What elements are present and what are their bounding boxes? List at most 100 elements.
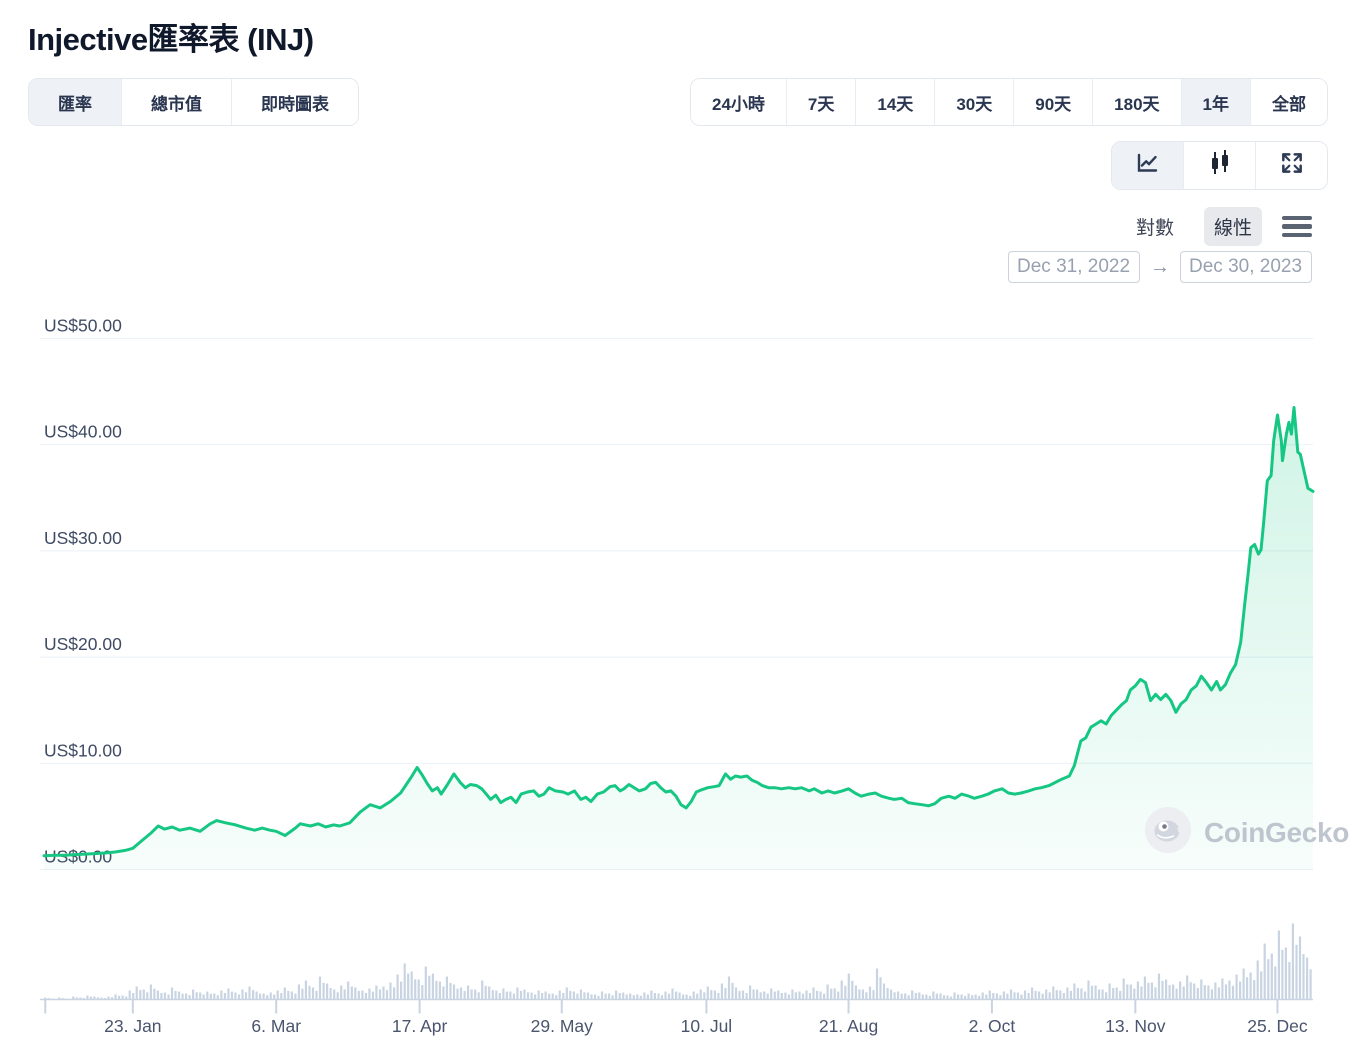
volume-bar — [294, 993, 297, 1000]
arrow-right-icon: → — [1150, 255, 1170, 278]
volume-bar — [1048, 992, 1051, 1000]
volume-bar — [1041, 993, 1044, 1000]
volume-bar — [1087, 980, 1090, 1000]
volume-bar — [1175, 988, 1178, 1000]
volume-bar — [255, 991, 258, 1000]
range-90d[interactable]: 90天 — [1014, 79, 1094, 125]
volume-bar — [886, 988, 889, 1000]
volume-bar — [791, 989, 794, 1000]
x-axis-label: 17. Apr — [392, 1016, 448, 1036]
menu-icon[interactable] — [1282, 214, 1312, 240]
volume-bar — [738, 990, 741, 1000]
volume-bar — [322, 982, 325, 1000]
volume-bar — [1101, 989, 1104, 1000]
volume-bar — [1235, 974, 1238, 1000]
log-scale-option[interactable]: 對數 — [1135, 218, 1174, 239]
volume-bar — [435, 980, 438, 1000]
volume-bar — [202, 994, 205, 1000]
volume-bar — [114, 994, 117, 1000]
volume-bar — [357, 990, 360, 1000]
volume-bar — [1006, 993, 1009, 1000]
tab-exchange-rate[interactable]: 匯率 — [29, 79, 122, 125]
volume-bar — [1186, 975, 1189, 1000]
range-180d[interactable]: 180天 — [1093, 79, 1182, 125]
volume-bar — [1253, 980, 1256, 1000]
tab-market-cap[interactable]: 總市值 — [122, 79, 232, 125]
range-24h[interactable]: 24小時 — [691, 79, 787, 125]
volume-bar — [1129, 984, 1132, 1000]
volume-bar — [1256, 960, 1259, 1000]
volume-bar — [491, 990, 494, 1000]
volume-bar — [1179, 981, 1182, 1000]
volume-bar — [756, 989, 759, 1000]
volume-bar — [269, 992, 272, 1000]
volume-bar — [590, 994, 593, 1000]
volume-bar — [1013, 992, 1016, 1000]
volume-bar — [957, 994, 960, 1000]
linear-scale-option[interactable]: 線性 — [1203, 207, 1262, 246]
volume-bar — [798, 991, 801, 1000]
volume-bar — [1136, 981, 1139, 1000]
volume-bar — [868, 986, 872, 1000]
volume-bar — [139, 990, 142, 1000]
volume-bar — [1249, 972, 1252, 1000]
volume-bar — [428, 975, 431, 1000]
volume-bar — [1112, 988, 1115, 1000]
volume-bar — [438, 981, 441, 1000]
volume-bar — [336, 992, 339, 1000]
range-7d[interactable]: 7天 — [786, 79, 857, 125]
line-chart-button[interactable] — [1112, 142, 1184, 189]
volume-bar — [1277, 930, 1280, 1000]
volume-bar — [759, 992, 762, 1000]
volume-bar — [724, 988, 727, 1000]
volume-bar — [696, 993, 699, 1000]
page-title: Injective匯率表 (INJ) — [28, 22, 314, 57]
volume-bar — [156, 990, 159, 1000]
volume-bar — [318, 976, 322, 1000]
volume-bar — [301, 988, 304, 1000]
volume-bar — [452, 984, 456, 1000]
volume-bar — [1080, 988, 1083, 1000]
volume-bar — [653, 993, 656, 1000]
volume-bar — [1122, 978, 1125, 1000]
volume-bar — [823, 993, 826, 1000]
volume-bar — [960, 994, 963, 1000]
volume-bar — [474, 989, 477, 1000]
start-date-input[interactable] — [1008, 251, 1140, 283]
volume-bar — [276, 990, 279, 1000]
volume-bar — [1214, 982, 1217, 1000]
volume-bar — [519, 990, 523, 1000]
volume-bar — [1052, 986, 1055, 1000]
y-axis-label: US$30.00 — [44, 528, 122, 548]
volume-bar — [784, 992, 787, 1000]
range-14d[interactable]: 14天 — [856, 79, 936, 125]
x-axis-label: 10. Jul — [681, 1016, 733, 1036]
end-date-input[interactable] — [1180, 251, 1312, 283]
volume-bar — [780, 993, 783, 1000]
volume-bar — [703, 992, 706, 1000]
volume-bar — [890, 989, 893, 1000]
volume-bar — [1094, 985, 1097, 1000]
volume-bar — [93, 996, 96, 1000]
volume-bar — [833, 988, 836, 1000]
volume-bar — [523, 989, 526, 1000]
price-line — [42, 406, 1315, 858]
fullscreen-button[interactable] — [1256, 142, 1327, 189]
range-1y[interactable]: 1年 — [1181, 79, 1251, 125]
tab-live-chart[interactable]: 即時圖表 — [232, 79, 358, 125]
volume-bar — [918, 992, 921, 1000]
volume-bar — [163, 992, 166, 1000]
volume-bar — [551, 993, 554, 1000]
volume-bar — [417, 979, 420, 1000]
volume-bar — [1073, 983, 1076, 1000]
volume-bar — [692, 991, 695, 1000]
volume-bar — [311, 987, 315, 1000]
volume-bar — [586, 992, 590, 1000]
x-axis-label: 29. May — [531, 1016, 593, 1036]
range-all[interactable]: 全部 — [1251, 79, 1327, 125]
candlestick-button[interactable] — [1184, 142, 1256, 189]
x-axis-label: 23. Jan — [104, 1016, 161, 1036]
range-30d[interactable]: 30天 — [935, 79, 1015, 125]
volume-bar — [671, 988, 674, 1000]
